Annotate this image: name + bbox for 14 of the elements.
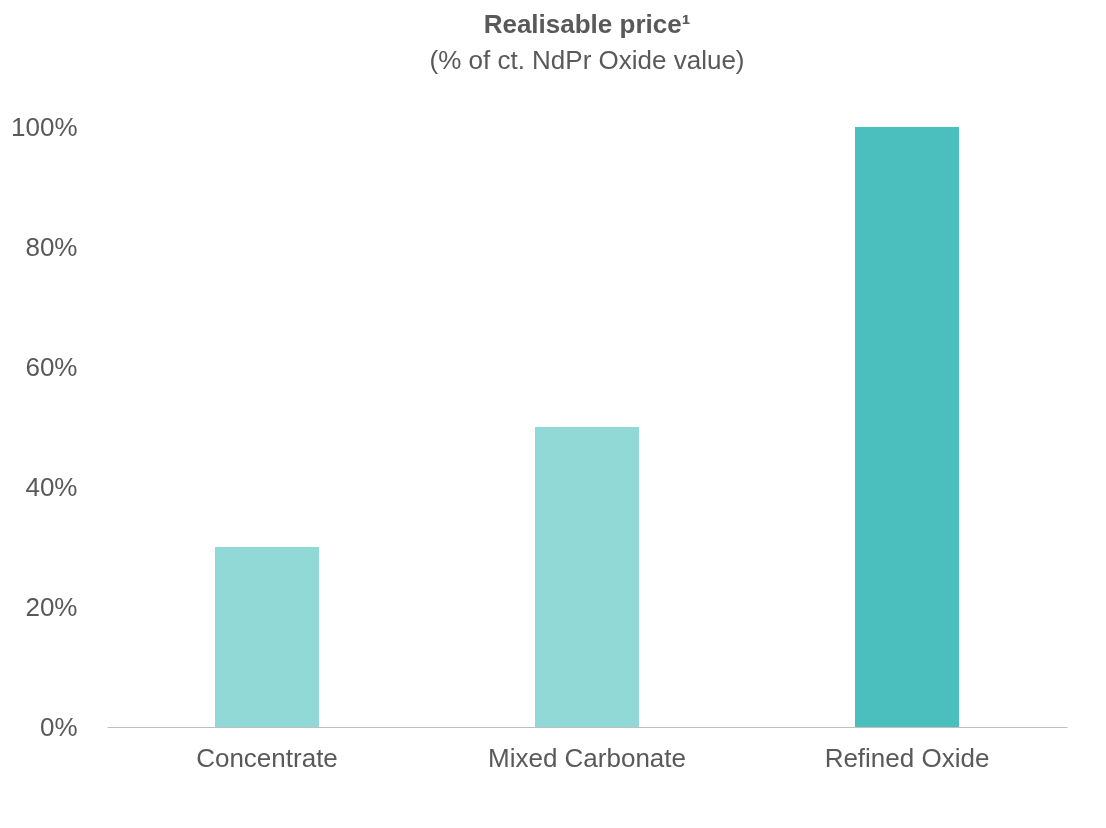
bar (215, 547, 319, 727)
chart-title: Realisable price¹ (483, 9, 691, 39)
y-tick-label: 100% (11, 111, 78, 142)
bar (855, 127, 959, 727)
chart-subtitle: (% of ct. NdPr Oxide value) (429, 45, 745, 75)
x-tick-label: Refined Oxide (824, 742, 990, 773)
y-tick-label: 20% (25, 591, 78, 622)
y-tick-label: 40% (25, 471, 78, 502)
x-tick-label: Concentrate (196, 742, 338, 773)
y-tick-label: 80% (25, 231, 78, 262)
y-tick-label: 0% (39, 711, 78, 742)
y-tick-label: 60% (25, 351, 78, 382)
bar (535, 427, 639, 727)
x-tick-label: Mixed Carbonate (488, 742, 686, 773)
